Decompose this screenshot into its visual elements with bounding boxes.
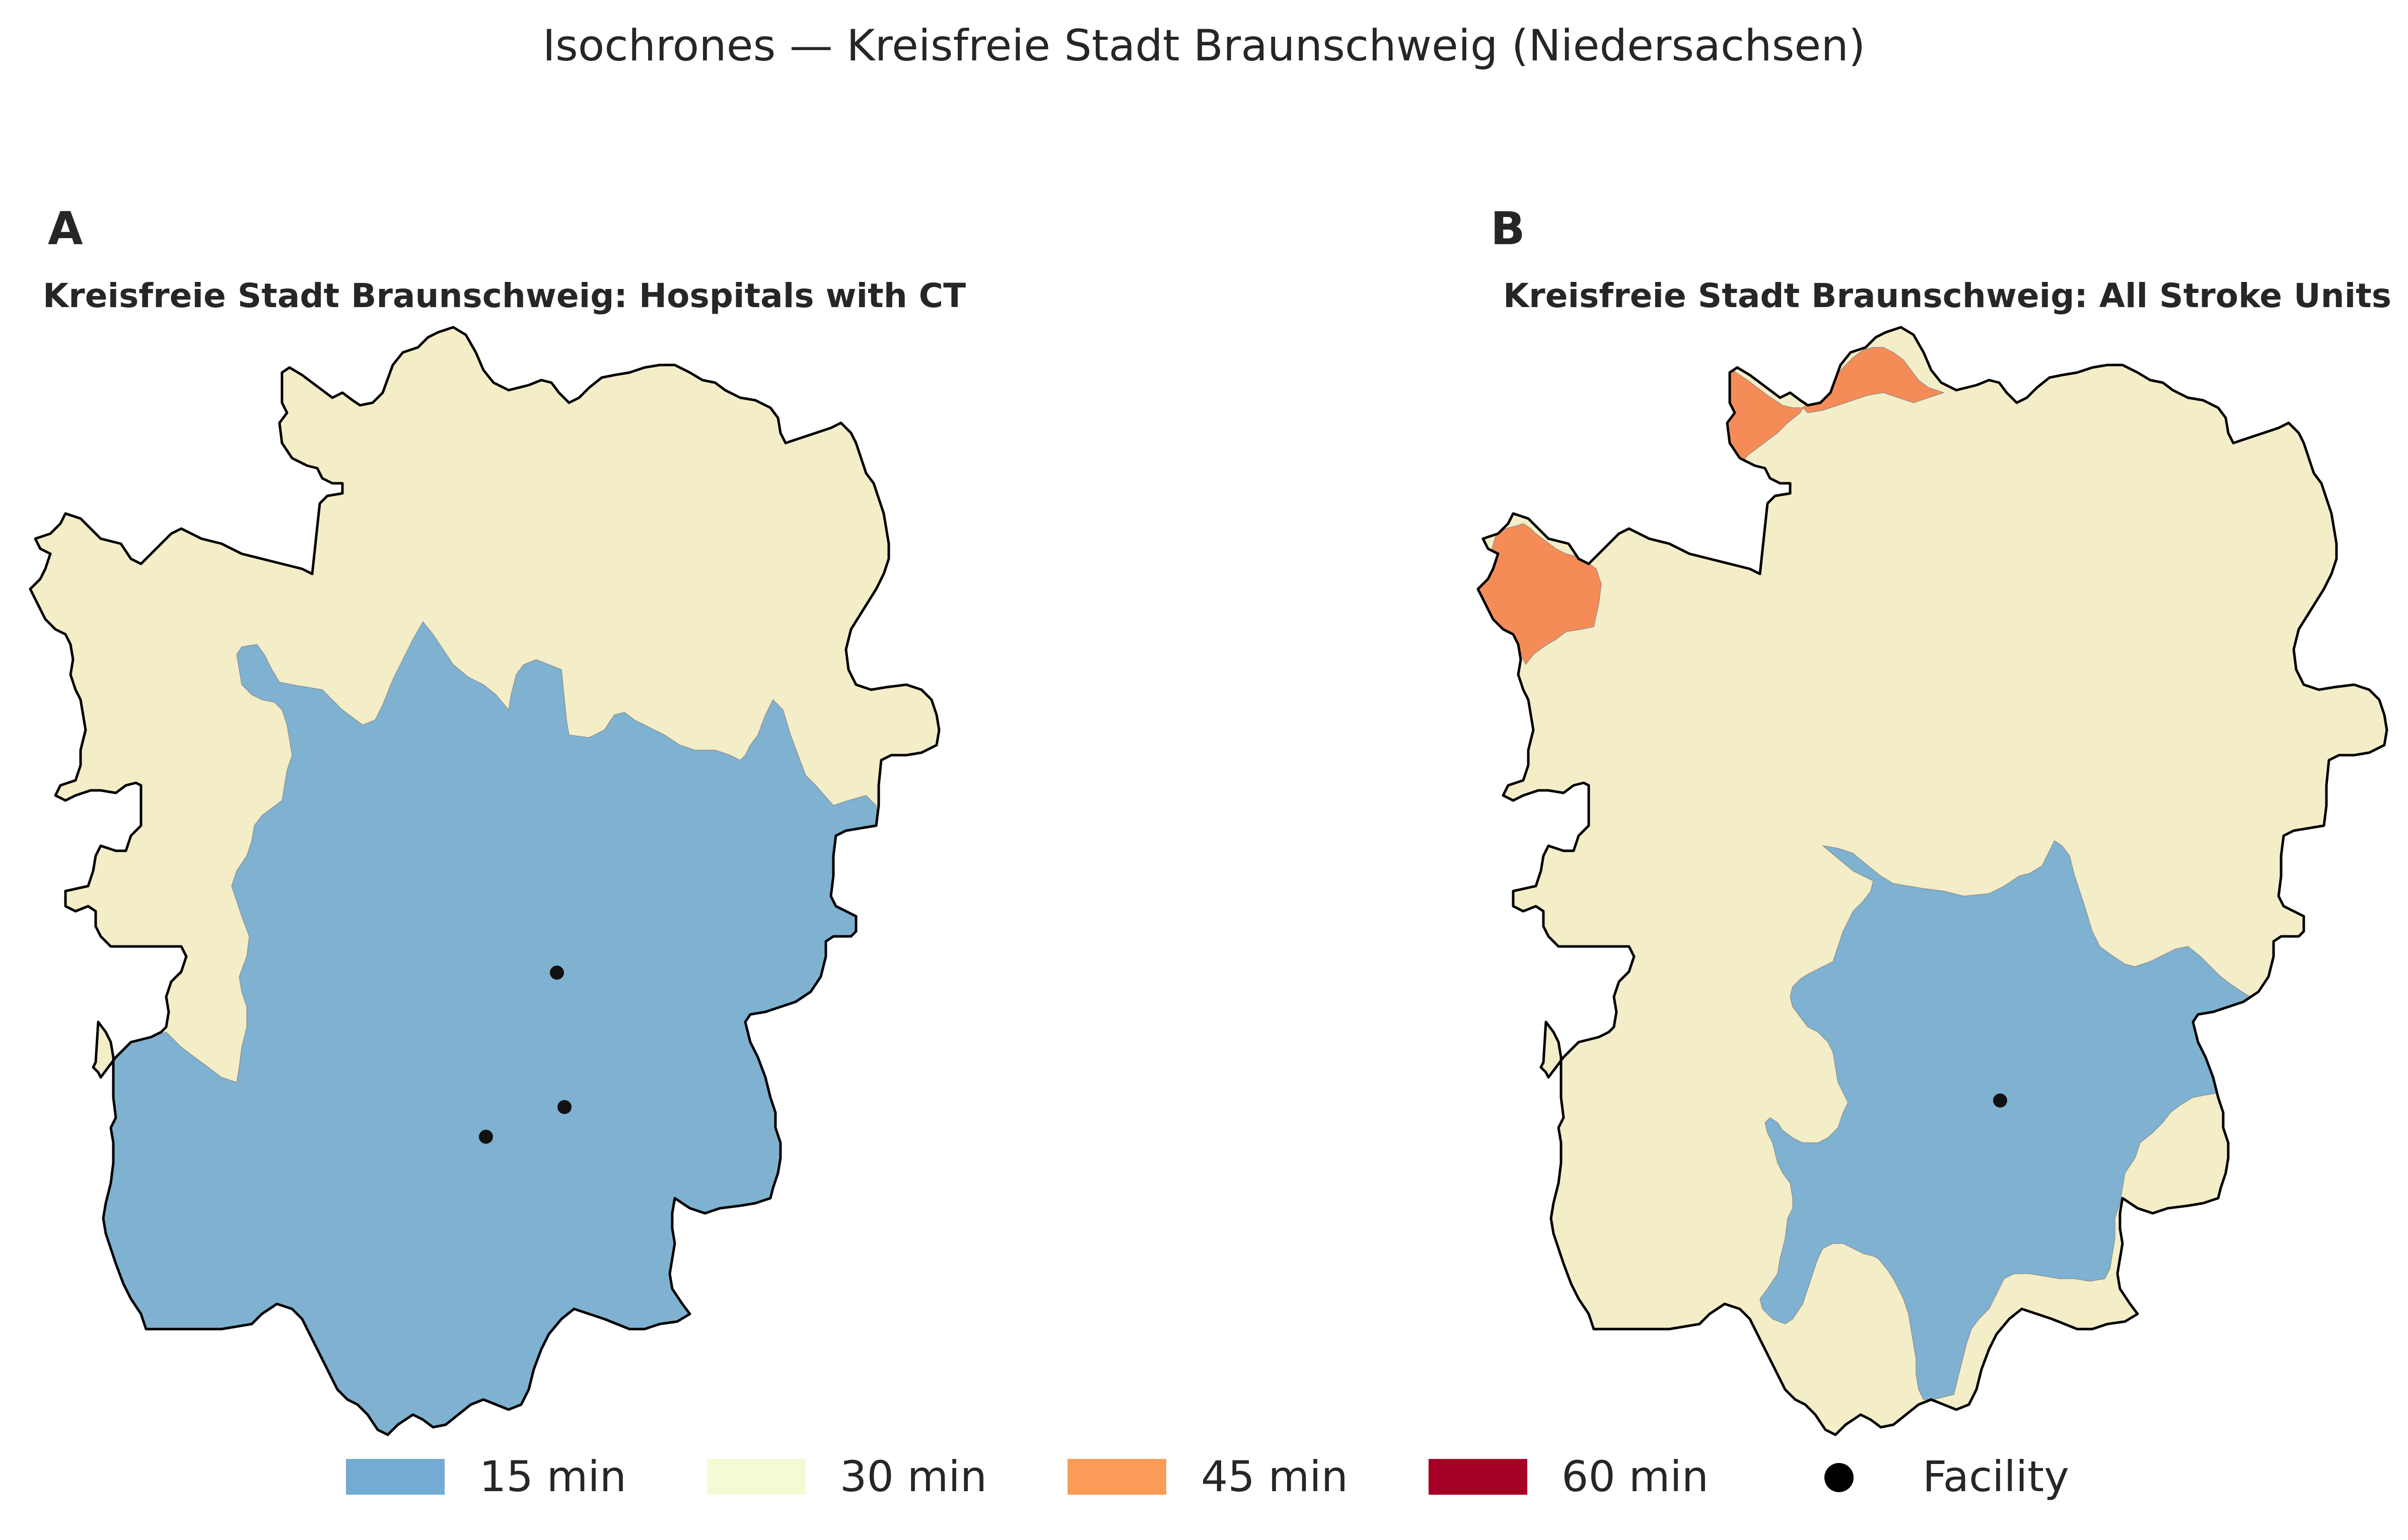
- legend-item-45min: 45 min: [1068, 1452, 1348, 1501]
- panel-a-letter: A: [48, 202, 83, 255]
- facility-marker: [550, 966, 564, 980]
- panel-a-map: [30, 327, 939, 1435]
- legend-swatch: [346, 1459, 445, 1495]
- legend-label: Facility: [1923, 1452, 2069, 1501]
- panel-a: A Kreisfreie Stadt Braunschweig: Hospita…: [30, 202, 966, 1435]
- figure-title: Isochrones — Kreisfreie Stadt Braunschwe…: [543, 21, 1866, 71]
- legend-swatch: [1429, 1459, 1527, 1495]
- legend: 15 min 30 min 45 min 60 min Facility: [346, 1452, 2069, 1501]
- legend-label: 15 min: [479, 1452, 626, 1501]
- legend-item-facility: Facility: [1824, 1452, 2069, 1501]
- legend-item-30min: 30 min: [707, 1452, 987, 1501]
- legend-label: 60 min: [1562, 1452, 1709, 1501]
- panel-b-subtitle: Kreisfreie Stadt Braunschweig: All Strok…: [1503, 276, 2391, 315]
- facility-marker: [557, 1100, 572, 1114]
- legend-label: 45 min: [1201, 1452, 1348, 1501]
- legend-label: 30 min: [840, 1452, 987, 1501]
- panel-a-subtitle: Kreisfreie Stadt Braunschweig: Hospitals…: [43, 276, 966, 315]
- panel-b: B Kreisfreie Stadt Braunschweig: All Str…: [1470, 202, 2391, 1435]
- legend-item-60min: 60 min: [1429, 1452, 1709, 1501]
- facility-marker: [1993, 1093, 2007, 1108]
- legend-facility-marker: [1824, 1463, 1854, 1492]
- legend-item-15min: 15 min: [346, 1452, 626, 1501]
- facility-marker: [479, 1130, 493, 1144]
- legend-swatch: [1068, 1459, 1166, 1495]
- panel-b-letter: B: [1491, 202, 1525, 255]
- panel-a-15min-zone-west: [118, 954, 184, 980]
- legend-swatch: [707, 1459, 806, 1495]
